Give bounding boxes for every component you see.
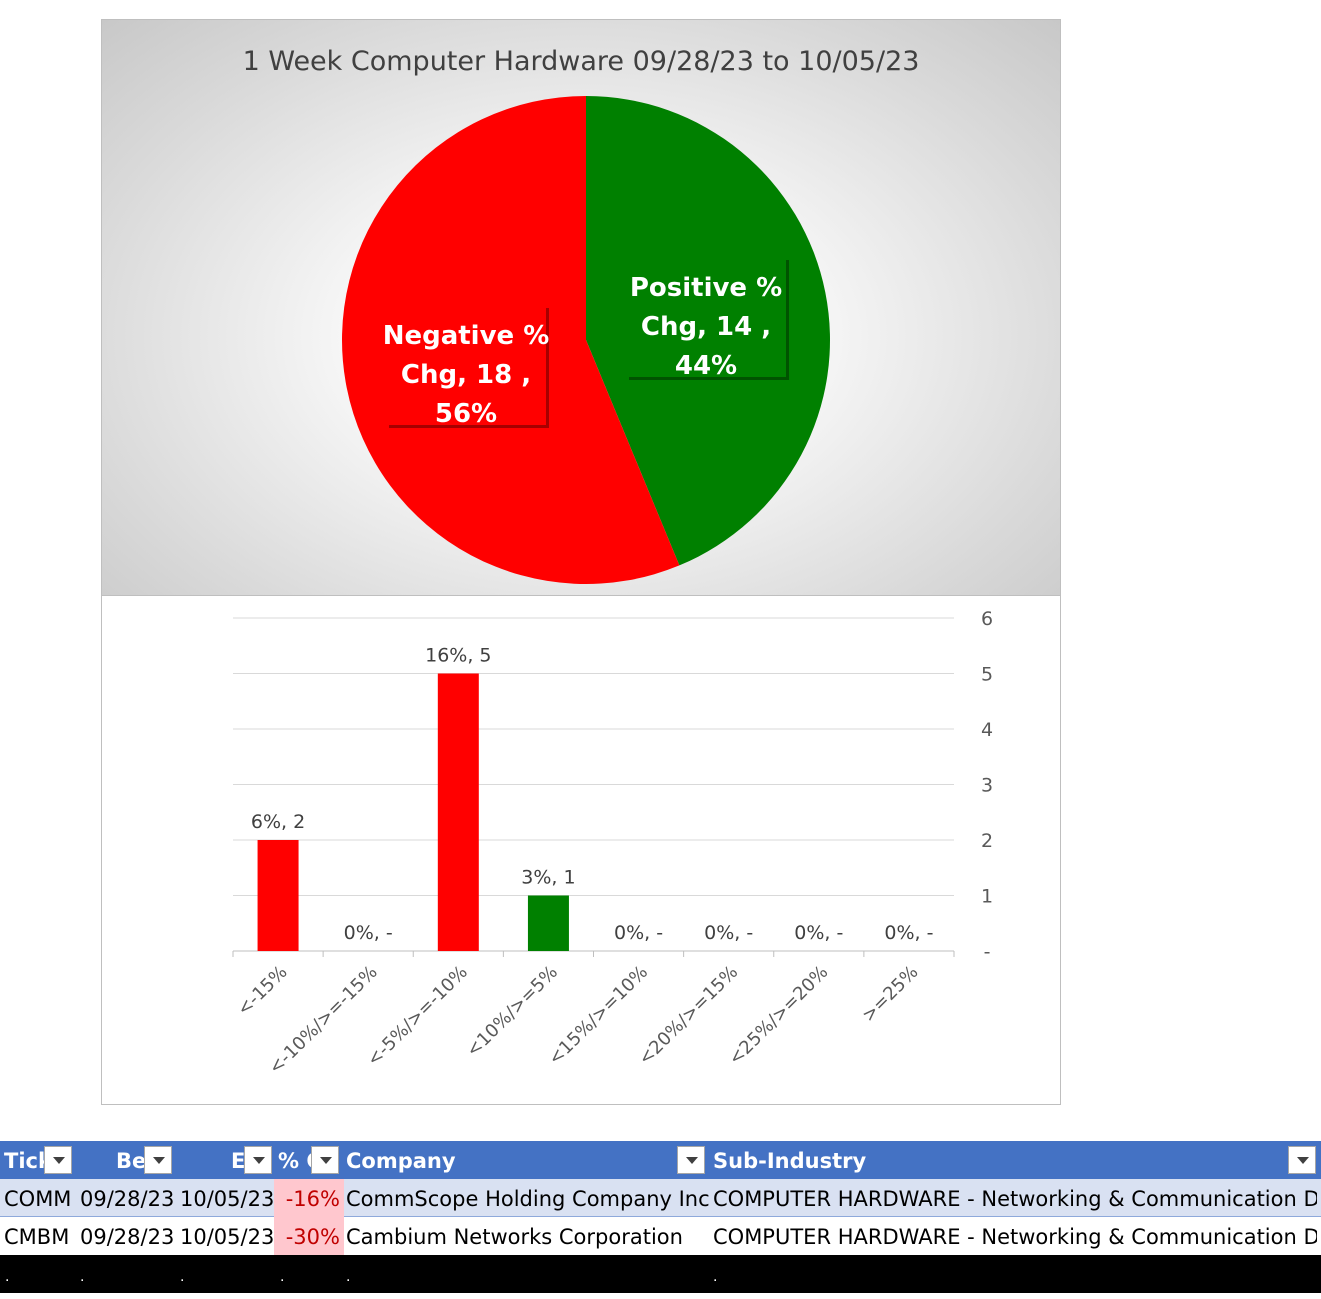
header-company: Company — [346, 1149, 456, 1173]
footer-mark: . — [80, 1268, 85, 1285]
filter-dropdown-icon[interactable] — [244, 1146, 272, 1174]
filter-dropdown-icon[interactable] — [1288, 1146, 1316, 1174]
pie-slice-label: Chg, 14 , — [641, 312, 771, 342]
table-row: CMBM 09/28/23 10/05/23 -30% Cambium Netw… — [0, 1217, 1321, 1255]
y-tick-label: 6 — [981, 608, 993, 630]
bar — [437, 673, 479, 951]
x-tick-label: <-15% — [233, 962, 291, 1020]
bar-data-label: 3%, 1 — [521, 867, 575, 889]
cell-pct-change: -30% — [274, 1217, 344, 1255]
table-row: COMM 09/28/23 10/05/23 -16% CommScope Ho… — [0, 1179, 1321, 1217]
y-tick-label: 3 — [981, 775, 993, 797]
cell-company: CommScope Holding Company Inc — [346, 1187, 710, 1211]
footer-mark: . — [280, 1268, 285, 1285]
table-header-row: Tick Be E % C Company Sub-Industry — [0, 1141, 1321, 1179]
cell-begin-date: 09/28/23 — [80, 1225, 175, 1249]
header-pct-change: % C — [278, 1149, 312, 1173]
cell-sub-industry: COMPUTER HARDWARE - Networking & Communi… — [713, 1187, 1317, 1211]
y-tick-label: 4 — [981, 719, 993, 741]
pie-chart: 1 Week Computer Hardware 09/28/23 to 10/… — [243, 46, 920, 584]
y-tick-label: 5 — [981, 664, 993, 686]
bar-data-label: 6%, 2 — [251, 811, 305, 833]
pie-slice-label: Positive % — [630, 273, 782, 303]
x-tick-label: >=25% — [858, 962, 922, 1026]
cell-end-date: 10/05/23 — [180, 1187, 274, 1211]
bar-data-label: 0%, - — [704, 922, 753, 944]
cell-end-date: 10/05/23 — [180, 1225, 274, 1249]
footer-mark: . — [346, 1268, 351, 1285]
bar — [257, 840, 299, 951]
bar-chart-panel: 6%, 2 0%, - 16%, 5 3%, 1 0%, - 0%, - 0%, - 0%, … — [101, 596, 1061, 1105]
cell-pct-change: -16% — [274, 1179, 344, 1217]
y-tick-label: - — [984, 941, 991, 963]
header-sub-industry: Sub-Industry — [713, 1149, 867, 1173]
footer-mark: . — [713, 1268, 718, 1285]
bar-data-label: 0%, - — [344, 922, 393, 944]
header-begin: Be — [116, 1149, 146, 1173]
bar-data-label: 16%, 5 — [425, 645, 491, 667]
filter-dropdown-icon[interactable] — [677, 1146, 705, 1174]
footer-mark: . — [180, 1268, 185, 1285]
header-end: E — [231, 1149, 245, 1173]
y-tick-label: 1 — [981, 886, 993, 908]
cell-sub-industry: COMPUTER HARDWARE - Networking & Communi… — [713, 1225, 1317, 1249]
data-table: Tick Be E % C Company Sub-Industry COMM … — [0, 1141, 1321, 1293]
y-tick-label: 2 — [981, 830, 993, 852]
filter-dropdown-icon[interactable] — [144, 1146, 172, 1174]
bar-data-label: 0%, - — [614, 922, 663, 944]
bar-data-label: 0%, - — [884, 922, 933, 944]
bar — [527, 895, 569, 951]
table-footer-row: . . . . . . — [0, 1255, 1321, 1293]
cell-ticker: COMM — [4, 1187, 72, 1211]
pie-slice-label: 56% — [435, 399, 497, 429]
x-tick-label: <10%/>=5% — [462, 962, 562, 1062]
pie-chart-panel: 1 Week Computer Hardware 09/28/23 to 10/… — [101, 19, 1061, 596]
header-ticker: Tick — [4, 1149, 44, 1173]
pie-slice-label: Negative % — [383, 321, 550, 351]
filter-dropdown-icon[interactable] — [44, 1146, 72, 1174]
bar-chart: 6%, 2 0%, - 16%, 5 3%, 1 0%, - 0%, - 0%, - 0%, … — [232, 608, 993, 1079]
pie-label-box — [626, 257, 786, 377]
footer-mark: . — [5, 1268, 10, 1285]
filter-dropdown-icon[interactable] — [311, 1146, 339, 1174]
chart-title: 1 Week Computer Hardware 09/28/23 to 10/… — [243, 46, 920, 77]
cell-company: Cambium Networks Corporation — [346, 1225, 683, 1249]
pie-label-box — [386, 305, 546, 425]
cell-ticker: CMBM — [4, 1225, 70, 1249]
bar-data-label: 0%, - — [794, 922, 843, 944]
pie-slice-label: 44% — [675, 351, 737, 381]
cell-begin-date: 09/28/23 — [80, 1187, 175, 1211]
pie-slice-label: Chg, 18 , — [401, 360, 531, 390]
